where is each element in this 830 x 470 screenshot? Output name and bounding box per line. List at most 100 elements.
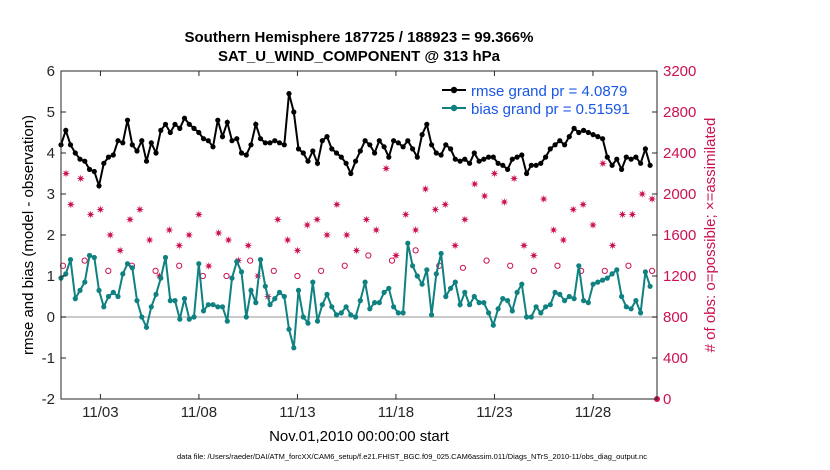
chart-title-line1: Southern Hemisphere 187725 / 188923 = 99…: [185, 29, 534, 46]
obs-assimilated-marker: ✷: [125, 214, 134, 227]
obs-assimilated-marker: ✷: [500, 196, 509, 209]
rmse-point: [614, 156, 620, 162]
bias-point: [319, 302, 325, 308]
obs-assimilated-marker: ✷: [450, 239, 459, 252]
bias-point: [63, 271, 69, 277]
bias-point: [124, 261, 131, 267]
rmse-point: [82, 158, 88, 164]
bias-point: [153, 291, 159, 297]
rmse-point: [609, 162, 615, 168]
obs-assimilated-marker: ✷: [352, 244, 361, 257]
bias-point: [243, 314, 249, 320]
bias-point: [628, 306, 634, 312]
bias-point: [490, 322, 496, 328]
x-tick-label: 11/08: [181, 404, 217, 421]
rmse-point: [219, 134, 226, 140]
bias-point: [115, 293, 121, 300]
rmse-point: [348, 170, 354, 177]
rmse-point: [305, 158, 311, 164]
bias-point: [590, 281, 596, 287]
obs-assimilated-marker: ✷: [628, 209, 637, 222]
x-axis-label: Nov.01,2010 00:00:00 start: [269, 428, 450, 445]
bias-point: [647, 283, 653, 289]
rmse-point: [623, 154, 629, 160]
obs-assimilated-marker: ✷: [608, 239, 617, 252]
chart-title-line2: SAT_U_WIND_COMPONENT @ 313 hPa: [218, 48, 501, 65]
obs-possible-marker: [412, 247, 419, 254]
bias-point: [234, 259, 240, 265]
obs-assimilated-marker: ✷: [184, 229, 193, 242]
y-left-tick-label: 0: [47, 309, 55, 326]
rmse-point: [124, 117, 131, 123]
rmse-point: [367, 142, 373, 148]
obs-assimilated-marker: ✷: [549, 224, 558, 237]
rmse-point: [215, 117, 221, 123]
rmse-point: [148, 140, 154, 146]
obs-possible-marker: [294, 272, 301, 280]
y-right-tick-label: 2400: [663, 145, 696, 162]
obs-assimilated-marker: ✷: [431, 203, 440, 216]
rmse-point: [162, 121, 169, 127]
obs-assimilated-marker: ✷: [165, 224, 174, 237]
rmse-point: [642, 146, 649, 152]
bias-point: [257, 257, 264, 263]
bias-point: [310, 279, 316, 285]
rmse-point: [91, 168, 97, 175]
rmse-point: [224, 119, 230, 125]
obs-possible-marker: [59, 262, 67, 269]
bias-point: [253, 300, 259, 306]
obs-assimilated-marker: ✷: [579, 198, 588, 211]
obs-assimilated-marker: ✷: [539, 193, 548, 206]
bias-point: [619, 293, 625, 300]
rmse-point: [595, 134, 601, 140]
rmse-point: [633, 154, 639, 160]
y-right-tick-label: 400: [663, 350, 688, 367]
bias-point: [419, 281, 425, 287]
bias-point: [609, 271, 615, 277]
bias-point: [77, 287, 83, 293]
bias-point: [353, 314, 359, 320]
rmse-point: [462, 156, 468, 162]
rmse-point: [158, 127, 164, 133]
rmse-point: [267, 140, 273, 146]
bias-point: [623, 304, 629, 310]
legend-bias-label: bias grand pr = 0.51591: [471, 101, 630, 118]
rmse-point: [538, 160, 544, 166]
obs-assimilated-marker: ✷: [204, 260, 213, 273]
rmse-point: [205, 138, 211, 144]
legend-rmse-label: rmse grand pr = 4.0879: [471, 83, 627, 100]
bias-point: [400, 310, 406, 316]
rmse-point: [110, 152, 116, 158]
bias-point: [272, 296, 278, 302]
obs-possible-marker: [648, 267, 656, 274]
rmse-point: [153, 150, 159, 156]
bias-point: [429, 312, 435, 318]
bias-point: [191, 314, 197, 320]
bias-point: [614, 267, 620, 273]
y-left-tick-label: 2: [47, 227, 55, 244]
bias-point: [571, 296, 577, 302]
obs-assimilated-marker: ✷: [135, 203, 144, 216]
bias-point: [267, 302, 273, 308]
rmse-point: [433, 150, 439, 156]
obs-possible-marker: [152, 267, 159, 274]
rmse-point: [177, 125, 183, 131]
rmse-point: [314, 160, 321, 166]
bias-point: [376, 300, 382, 306]
rmse-point: [562, 142, 568, 148]
bias-point: [557, 291, 563, 297]
rmse-point: [457, 158, 463, 164]
obs-possible-marker: [507, 262, 514, 269]
rmse-point: [467, 160, 473, 166]
bias-point: [505, 298, 511, 304]
rmse-point: [300, 150, 306, 156]
bias-point: [486, 310, 492, 316]
obs-possible-marker: [554, 262, 561, 269]
obs-possible-marker: [247, 257, 254, 264]
y-right-tick-label: 2800: [663, 104, 696, 121]
rmse-point: [391, 138, 397, 144]
rmse-point: [576, 129, 582, 136]
obs-assimilated-marker: ✷: [490, 168, 499, 181]
y-left-tick-label: -1: [42, 350, 55, 367]
obs-assimilated-marker: ✷: [244, 239, 253, 252]
